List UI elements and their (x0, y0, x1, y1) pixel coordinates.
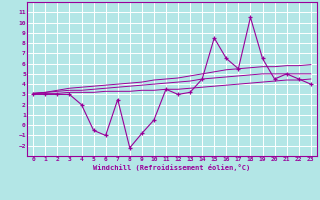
X-axis label: Windchill (Refroidissement éolien,°C): Windchill (Refroidissement éolien,°C) (93, 164, 251, 171)
